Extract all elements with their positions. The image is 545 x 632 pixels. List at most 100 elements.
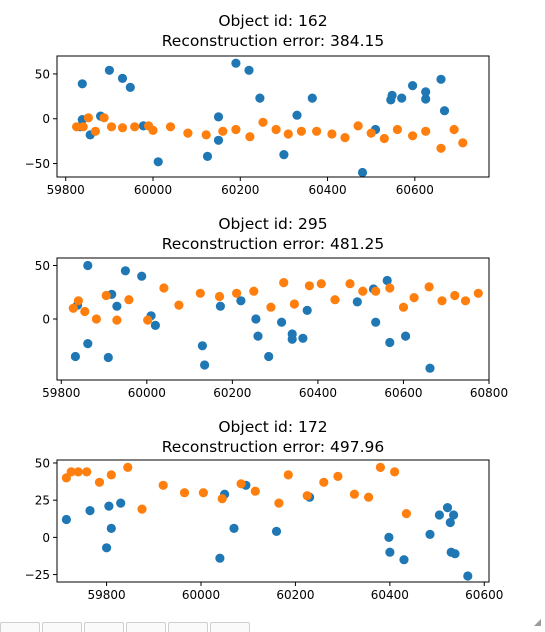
axes-frame xyxy=(56,55,490,178)
data-point xyxy=(371,286,381,296)
data-point xyxy=(213,135,224,145)
data-point xyxy=(390,467,400,477)
data-point xyxy=(94,477,105,487)
y-tick-label: 50 xyxy=(35,456,50,470)
toolbar-button[interactable] xyxy=(42,622,82,632)
data-point xyxy=(442,503,453,513)
x-tick-label: 60800 xyxy=(470,386,508,400)
x-tick-label: 60000 xyxy=(182,588,220,602)
data-point xyxy=(379,133,389,144)
data-point xyxy=(179,488,190,498)
data-point xyxy=(104,65,114,75)
y-tick-label: 0 xyxy=(42,313,50,327)
data-point xyxy=(99,113,109,123)
toolbar-button[interactable] xyxy=(210,622,250,632)
data-point xyxy=(304,281,314,291)
data-point xyxy=(449,124,459,135)
data-point xyxy=(197,341,207,351)
data-point xyxy=(195,288,205,298)
data-point xyxy=(445,517,455,528)
data-point xyxy=(103,352,113,363)
toolbar-button[interactable] xyxy=(0,622,40,632)
data-point xyxy=(289,299,299,309)
data-point xyxy=(80,306,90,317)
data-point xyxy=(307,93,317,103)
data-point xyxy=(183,128,193,138)
data-point xyxy=(421,126,431,136)
toolbar-button[interactable] xyxy=(126,622,166,632)
data-point xyxy=(421,87,431,97)
figure-toolbar xyxy=(0,622,252,632)
chart-title-object-id: Object id: 162 xyxy=(218,12,327,30)
data-point xyxy=(330,295,340,305)
data-point xyxy=(398,302,409,312)
data-point xyxy=(83,113,93,123)
data-point xyxy=(434,510,444,520)
toolbar-button[interactable] xyxy=(168,622,208,632)
data-point xyxy=(201,130,211,140)
subplot-3: Object id: 172 Reconstruction error: 497.… xyxy=(25,418,504,602)
data-point xyxy=(279,278,289,288)
data-point xyxy=(371,317,381,327)
data-point xyxy=(85,506,95,516)
chart-title-error: Reconstruction error: 481.25 xyxy=(162,235,385,253)
data-point xyxy=(353,121,363,131)
data-point xyxy=(61,514,71,525)
data-point xyxy=(283,129,293,139)
data-point xyxy=(364,492,374,502)
data-point xyxy=(319,477,329,487)
data-point xyxy=(460,296,471,306)
data-point xyxy=(358,286,368,296)
data-point xyxy=(123,462,133,472)
data-point xyxy=(340,133,350,143)
data-point xyxy=(117,73,128,83)
data-point xyxy=(72,122,82,132)
data-point xyxy=(298,333,308,343)
data-point xyxy=(137,271,147,281)
data-point xyxy=(425,363,435,373)
y-tick-label: 50 xyxy=(35,67,50,81)
data-point xyxy=(253,331,263,341)
data-point xyxy=(137,504,147,514)
data-point xyxy=(409,293,419,303)
x-tick-label: 60200 xyxy=(213,386,251,400)
resize-grip-icon[interactable] xyxy=(534,619,541,626)
data-point xyxy=(375,462,385,472)
data-point xyxy=(150,320,160,330)
data-point xyxy=(399,555,409,565)
data-point xyxy=(271,124,281,135)
data-point xyxy=(217,494,227,504)
data-point xyxy=(153,157,163,167)
data-point xyxy=(229,523,239,534)
data-point xyxy=(251,314,261,324)
data-point xyxy=(437,296,447,306)
data-point xyxy=(458,138,468,148)
data-point xyxy=(215,553,225,563)
axes-frame xyxy=(56,459,490,583)
x-tick-label: 60400 xyxy=(308,183,346,197)
subplot-1: Object id: 162 Reconstruction error: 384.… xyxy=(25,12,490,197)
x-tick-label: 60600 xyxy=(384,386,422,400)
data-point xyxy=(198,488,208,498)
chart-title-object-id: Object id: 172 xyxy=(218,418,327,436)
data-point xyxy=(279,150,289,160)
series-1 xyxy=(61,480,473,581)
data-point xyxy=(421,94,431,104)
x-tick-label: 60200 xyxy=(221,183,259,197)
data-point xyxy=(106,523,116,534)
data-point xyxy=(277,317,287,327)
data-point xyxy=(392,124,402,135)
data-point xyxy=(292,110,302,120)
data-point xyxy=(473,288,483,298)
chart-title-error: Reconstruction error: 384.15 xyxy=(162,32,385,50)
x-tick-label: 60400 xyxy=(299,386,337,400)
data-point xyxy=(117,123,128,133)
data-point xyxy=(159,283,169,293)
series-2 xyxy=(61,462,411,519)
chart-title-error: Reconstruction error: 497.96 xyxy=(162,438,385,456)
data-point xyxy=(296,126,306,136)
data-point xyxy=(385,337,395,348)
data-point xyxy=(236,296,246,306)
toolbar-button[interactable] xyxy=(84,622,124,632)
